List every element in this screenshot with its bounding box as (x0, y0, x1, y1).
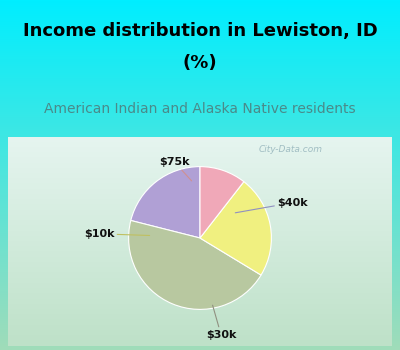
Text: $40k: $40k (235, 198, 308, 213)
Text: Income distribution in Lewiston, ID: Income distribution in Lewiston, ID (23, 22, 377, 40)
Text: $75k: $75k (160, 158, 192, 181)
Text: (%): (%) (183, 54, 217, 72)
Text: City-Data.com: City-Data.com (259, 145, 323, 154)
Wedge shape (200, 182, 271, 275)
Text: $10k: $10k (84, 229, 150, 239)
Text: $30k: $30k (206, 305, 236, 340)
Wedge shape (129, 220, 261, 309)
Wedge shape (131, 167, 200, 238)
Wedge shape (200, 167, 244, 238)
Text: American Indian and Alaska Native residents: American Indian and Alaska Native reside… (44, 102, 356, 116)
